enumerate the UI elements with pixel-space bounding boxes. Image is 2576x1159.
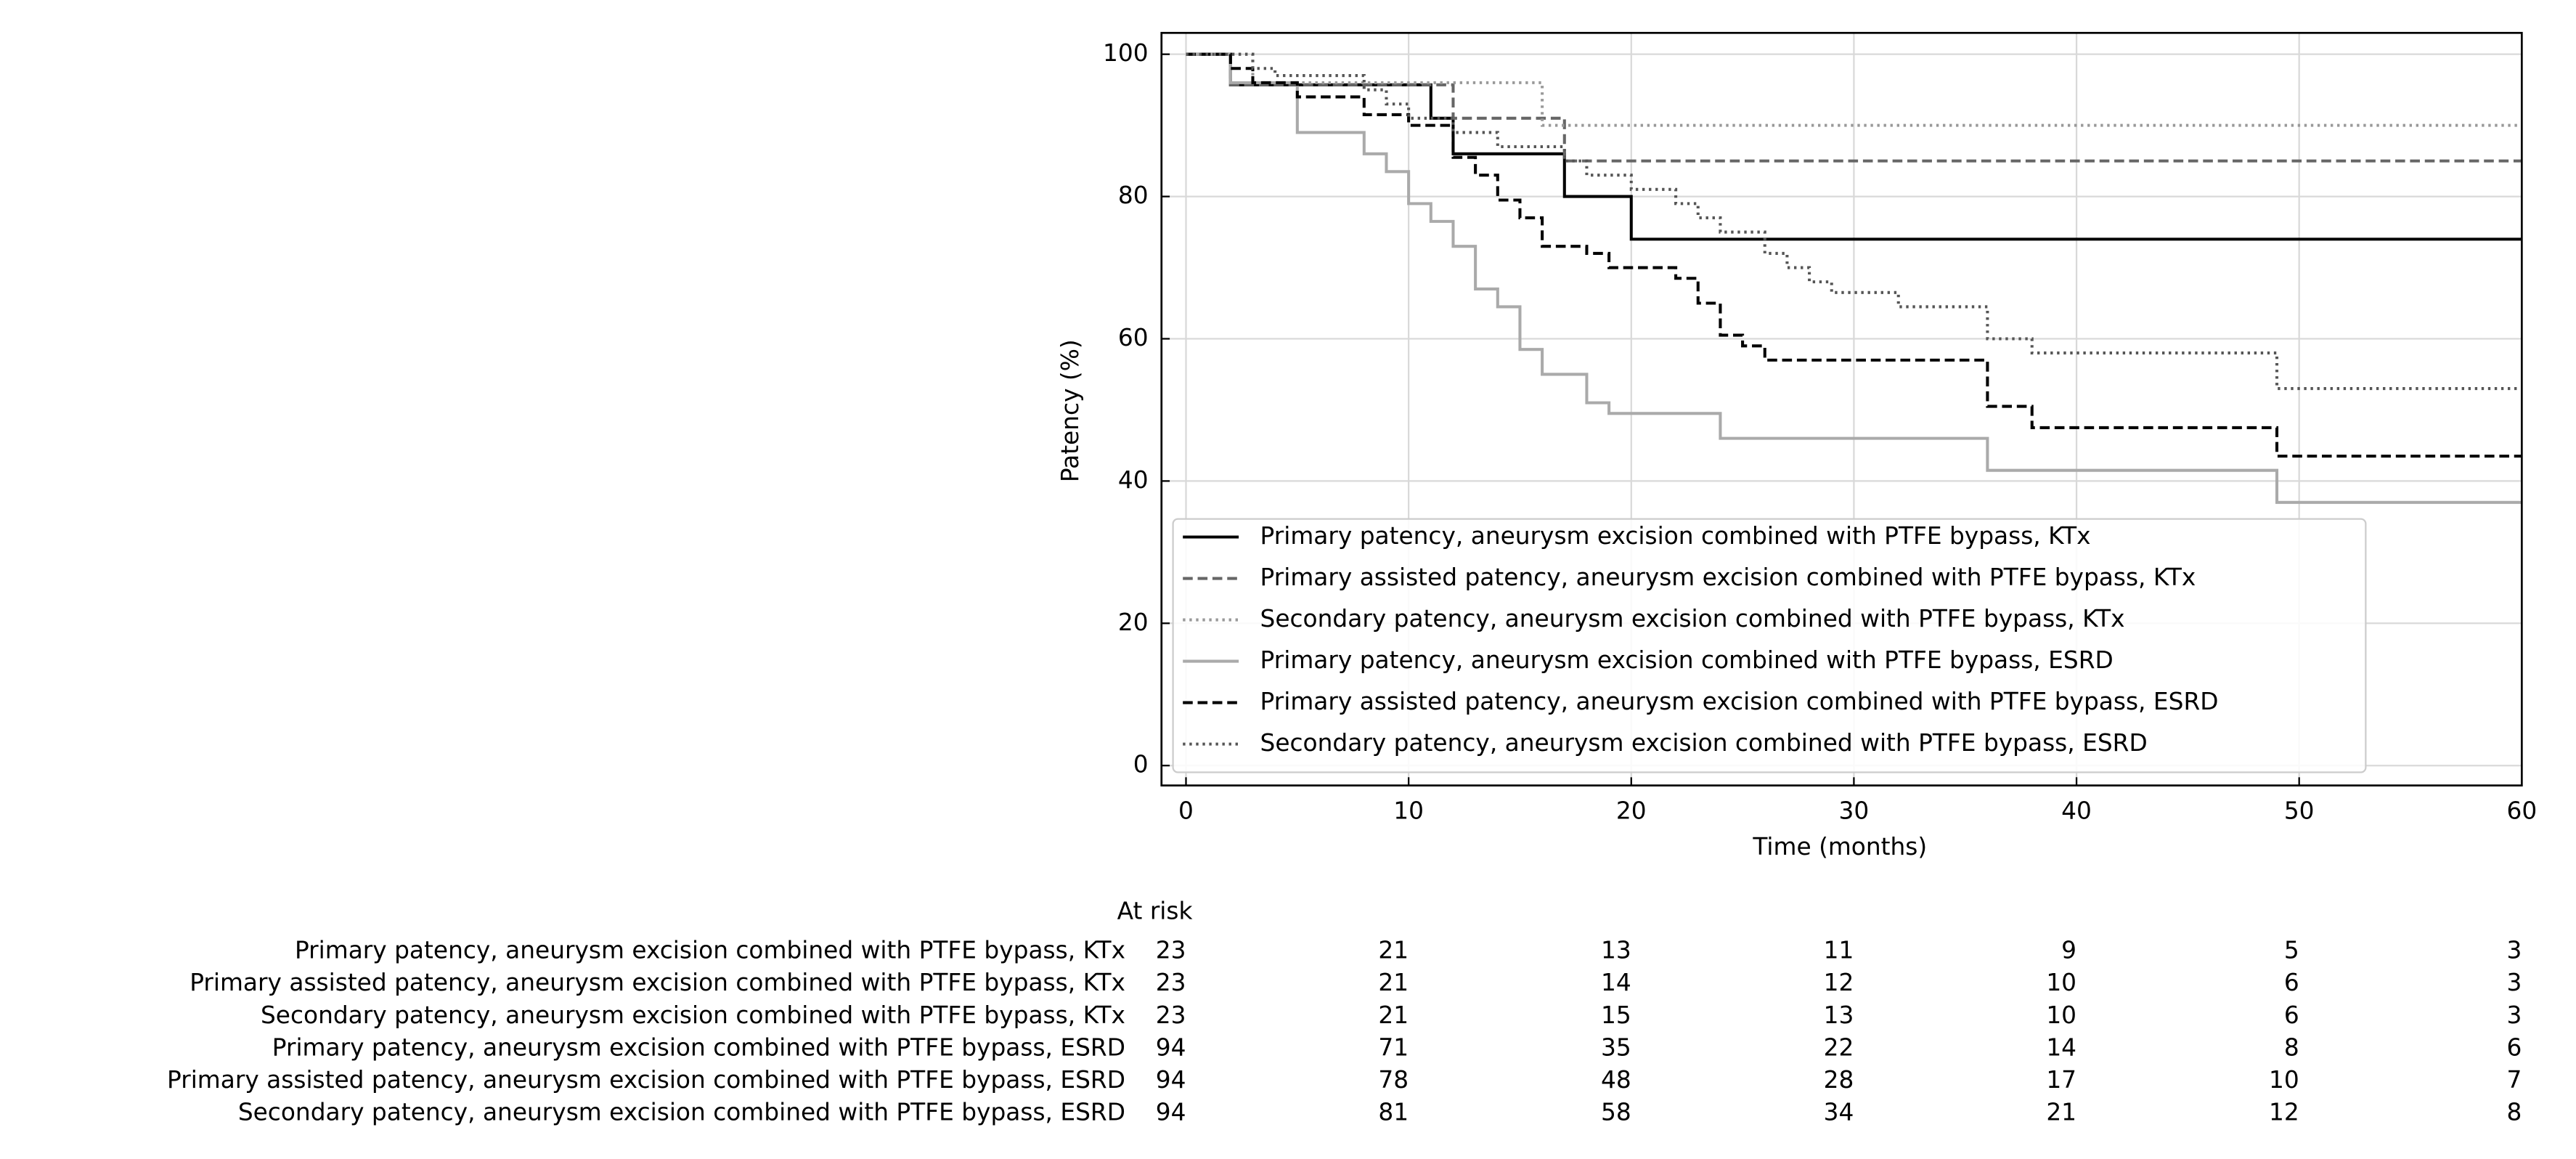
at-risk-value: 10	[2046, 969, 2076, 996]
legend-label: Primary patency, aneurysm excision combi…	[1260, 646, 2114, 674]
x-tick-label: 50	[2284, 797, 2315, 824]
at-risk-value: 13	[1601, 937, 1631, 964]
legend-label: Secondary patency, aneurysm excision com…	[1260, 729, 2148, 757]
at-risk-value: 5	[2284, 937, 2299, 964]
series-line	[1186, 52, 2522, 458]
at-risk-value: 14	[1601, 969, 1631, 996]
y-axis-title: Patency (%)	[1056, 339, 1084, 482]
at-risk-row-label: Primary patency, aneurysm excision combi…	[295, 937, 1125, 964]
at-risk-value: 23	[1156, 969, 1186, 996]
at-risk-value: 3	[2506, 937, 2522, 964]
at-risk-value: 10	[2269, 1066, 2299, 1094]
at-risk-value: 58	[1601, 1099, 1631, 1126]
at-risk-value: 22	[1824, 1033, 1854, 1061]
x-tick-label: 40	[2061, 797, 2092, 824]
at-risk-value: 94	[1156, 1099, 1186, 1126]
at-risk-value: 11	[1824, 937, 1854, 964]
x-tick-label: 20	[1616, 797, 1647, 824]
y-tick-label: 100	[1103, 39, 1149, 67]
at-risk-value: 3	[2506, 969, 2522, 996]
at-risk-value: 23	[1156, 1001, 1186, 1029]
legend-label: Primary assisted patency, aneurysm excis…	[1260, 564, 2196, 591]
at-risk-row-label: Secondary patency, aneurysm excision com…	[261, 1001, 1125, 1029]
at-risk-value: 81	[1378, 1099, 1409, 1126]
y-tick-label: 40	[1118, 466, 1149, 494]
series-line	[1186, 52, 2522, 504]
at-risk-title: At risk	[1117, 897, 1193, 924]
at-risk-value: 6	[2506, 1033, 2522, 1061]
legend-label: Secondary patency, aneurysm excision com…	[1260, 605, 2125, 633]
at-risk-value: 21	[1378, 1001, 1409, 1029]
at-risk-value: 78	[1378, 1066, 1409, 1094]
at-risk-value: 6	[2284, 1001, 2299, 1029]
at-risk-value: 28	[1824, 1066, 1854, 1094]
y-tick-label: 0	[1133, 751, 1149, 778]
at-risk-value: 10	[2046, 1001, 2076, 1029]
plot-frame	[1160, 31, 2523, 786]
legend-label: Primary patency, aneurysm excision combi…	[1260, 522, 2091, 550]
x-tick-label: 30	[1839, 797, 1870, 824]
at-risk-value: 35	[1601, 1033, 1631, 1061]
at-risk-value: 71	[1378, 1033, 1409, 1061]
at-risk-value: 21	[1378, 937, 1409, 964]
at-risk-value: 9	[2061, 937, 2076, 964]
at-risk-value: 23	[1156, 937, 1186, 964]
at-risk-row-label: Primary assisted patency, aneurysm excis…	[189, 969, 1125, 996]
at-risk-value: 13	[1824, 1001, 1854, 1029]
at-risk-value: 12	[1824, 969, 1854, 996]
at-risk-row-label: Secondary patency, aneurysm excision com…	[238, 1099, 1125, 1126]
at-risk-value: 12	[2269, 1099, 2299, 1126]
at-risk-row-label: Primary assisted patency, aneurysm excis…	[167, 1066, 1125, 1094]
y-tick-label: 20	[1118, 609, 1149, 636]
x-axis-title: Time (months)	[1752, 833, 1927, 861]
at-risk-row-label: Primary patency, aneurysm excision combi…	[272, 1033, 1125, 1061]
at-risk-value: 21	[2046, 1099, 2076, 1126]
at-risk-value: 48	[1601, 1066, 1631, 1094]
y-tick-label: 80	[1118, 182, 1149, 209]
legend-label: Primary assisted patency, aneurysm excis…	[1260, 688, 2219, 715]
at-risk-value: 15	[1601, 1001, 1631, 1029]
series-line	[1186, 52, 2522, 391]
x-tick-label: 10	[1393, 797, 1424, 824]
at-risk-value: 8	[2284, 1033, 2299, 1061]
at-risk-value: 21	[1378, 969, 1409, 996]
x-tick-label: 0	[1178, 797, 1194, 824]
at-risk-value: 17	[2046, 1066, 2076, 1094]
at-risk-value: 14	[2046, 1033, 2076, 1061]
at-risk-value: 8	[2506, 1099, 2522, 1126]
at-risk-value: 6	[2284, 969, 2299, 996]
y-tick-label: 60	[1118, 324, 1149, 351]
at-risk-value: 94	[1156, 1033, 1186, 1061]
legend-box	[1172, 518, 2367, 773]
x-tick-label: 60	[2506, 797, 2537, 824]
at-risk-value: 7	[2506, 1066, 2522, 1094]
at-risk-value: 34	[1824, 1099, 1854, 1126]
at-risk-value: 94	[1156, 1066, 1186, 1094]
at-risk-value: 3	[2506, 1001, 2522, 1029]
